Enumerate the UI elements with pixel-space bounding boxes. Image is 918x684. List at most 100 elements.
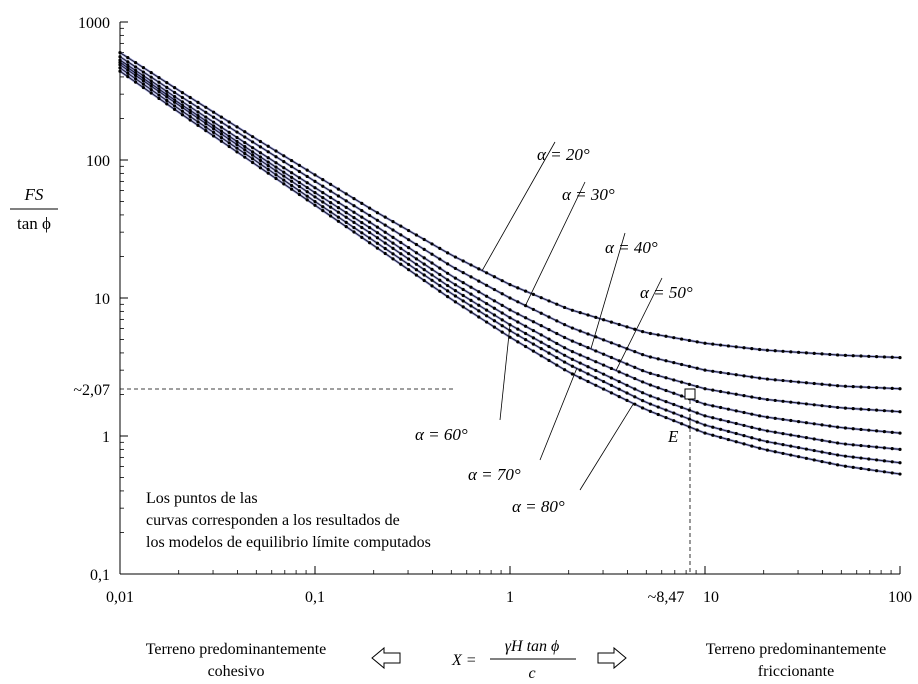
series-point: [500, 324, 504, 328]
series-point: [781, 349, 785, 353]
series-point: [898, 447, 902, 451]
series-point: [336, 219, 340, 223]
series-point: [352, 225, 356, 230]
series-point: [157, 76, 161, 80]
series-point: [765, 440, 770, 444]
series-point: [570, 308, 575, 312]
y-tick-label: 10: [94, 291, 110, 308]
y-tick-label: 1000: [78, 15, 110, 32]
series-point: [781, 399, 785, 403]
series-point: [843, 384, 848, 388]
series-point: [555, 319, 559, 323]
series-point: [118, 51, 122, 55]
series-point: [157, 96, 161, 101]
reference-x-label: ~8,47: [648, 589, 685, 606]
series-point: [477, 267, 481, 271]
series-point: [336, 200, 340, 205]
series-point: [524, 289, 528, 293]
series-point: [251, 153, 255, 157]
series-point: [765, 377, 770, 381]
series-point: [469, 275, 473, 279]
series-point: [165, 98, 169, 103]
series-point: [165, 89, 169, 94]
series-point: [594, 383, 598, 387]
series-point: [180, 105, 184, 110]
series-point: [430, 261, 434, 265]
series-point: [641, 369, 645, 373]
series-point: [789, 350, 793, 354]
series-point: [399, 246, 403, 250]
series-point: [539, 333, 543, 337]
series-point: [321, 191, 325, 195]
series-point: [773, 378, 777, 382]
series-point: [157, 93, 161, 97]
series-point: [812, 403, 816, 407]
series-point: [336, 194, 340, 198]
series-point: [305, 198, 309, 202]
series-point: [633, 387, 637, 391]
series-point: [500, 330, 504, 334]
series-point: [469, 304, 473, 308]
series-point: [789, 453, 793, 457]
series-point: [516, 327, 520, 331]
series-point: [212, 120, 216, 124]
series-point: [633, 402, 637, 406]
series-point: [508, 335, 512, 339]
series-point: [797, 434, 801, 438]
series-point: [391, 252, 395, 256]
series-point: [633, 350, 637, 354]
series-point: [758, 396, 762, 401]
series-point: [765, 397, 770, 402]
reference-y-label: ~2,07: [73, 382, 110, 399]
series-point: [602, 318, 606, 322]
series-point: [797, 420, 801, 424]
series-point: [453, 255, 457, 259]
series-point: [391, 241, 395, 245]
series-point: [617, 344, 621, 348]
series-point: [898, 472, 902, 476]
series-point: [890, 355, 894, 359]
series-point: [243, 151, 247, 156]
series-point: [820, 438, 824, 442]
series-point: [204, 105, 208, 109]
series-point: [758, 376, 762, 380]
series-point: [742, 346, 746, 350]
series-point: [414, 273, 418, 277]
series-point: [843, 454, 848, 458]
series-point: [438, 289, 442, 293]
series-point: [297, 189, 301, 193]
series-point: [430, 252, 434, 256]
series-point: [118, 60, 122, 64]
series-point: [898, 461, 902, 465]
series-point: [235, 150, 239, 154]
series-point: [290, 175, 294, 179]
series-point: [680, 414, 684, 418]
series-point: [750, 412, 754, 416]
series-point: [243, 140, 247, 145]
series-point: [719, 370, 723, 375]
series-point: [438, 272, 442, 277]
series-point: [828, 383, 832, 387]
series-point: [375, 236, 379, 240]
series-point: [414, 257, 418, 261]
series-line: [119, 52, 901, 359]
series-point: [773, 430, 777, 434]
series-point: [375, 241, 379, 245]
series-point: [258, 139, 262, 144]
series-point: [399, 262, 403, 266]
series-point: [734, 345, 738, 349]
series-point: [430, 284, 434, 288]
series-label: α = 70°: [468, 465, 521, 484]
series-point: [875, 355, 879, 359]
series-point: [812, 422, 816, 426]
series-point: [695, 366, 699, 370]
series-point: [336, 187, 340, 191]
series-point: [422, 256, 426, 260]
series-point: [617, 322, 621, 327]
series-point: [375, 211, 379, 215]
series-point: [719, 435, 723, 440]
series-point: [555, 355, 559, 360]
series-point: [492, 287, 496, 292]
series-point: [703, 431, 707, 435]
series-point: [781, 417, 785, 422]
